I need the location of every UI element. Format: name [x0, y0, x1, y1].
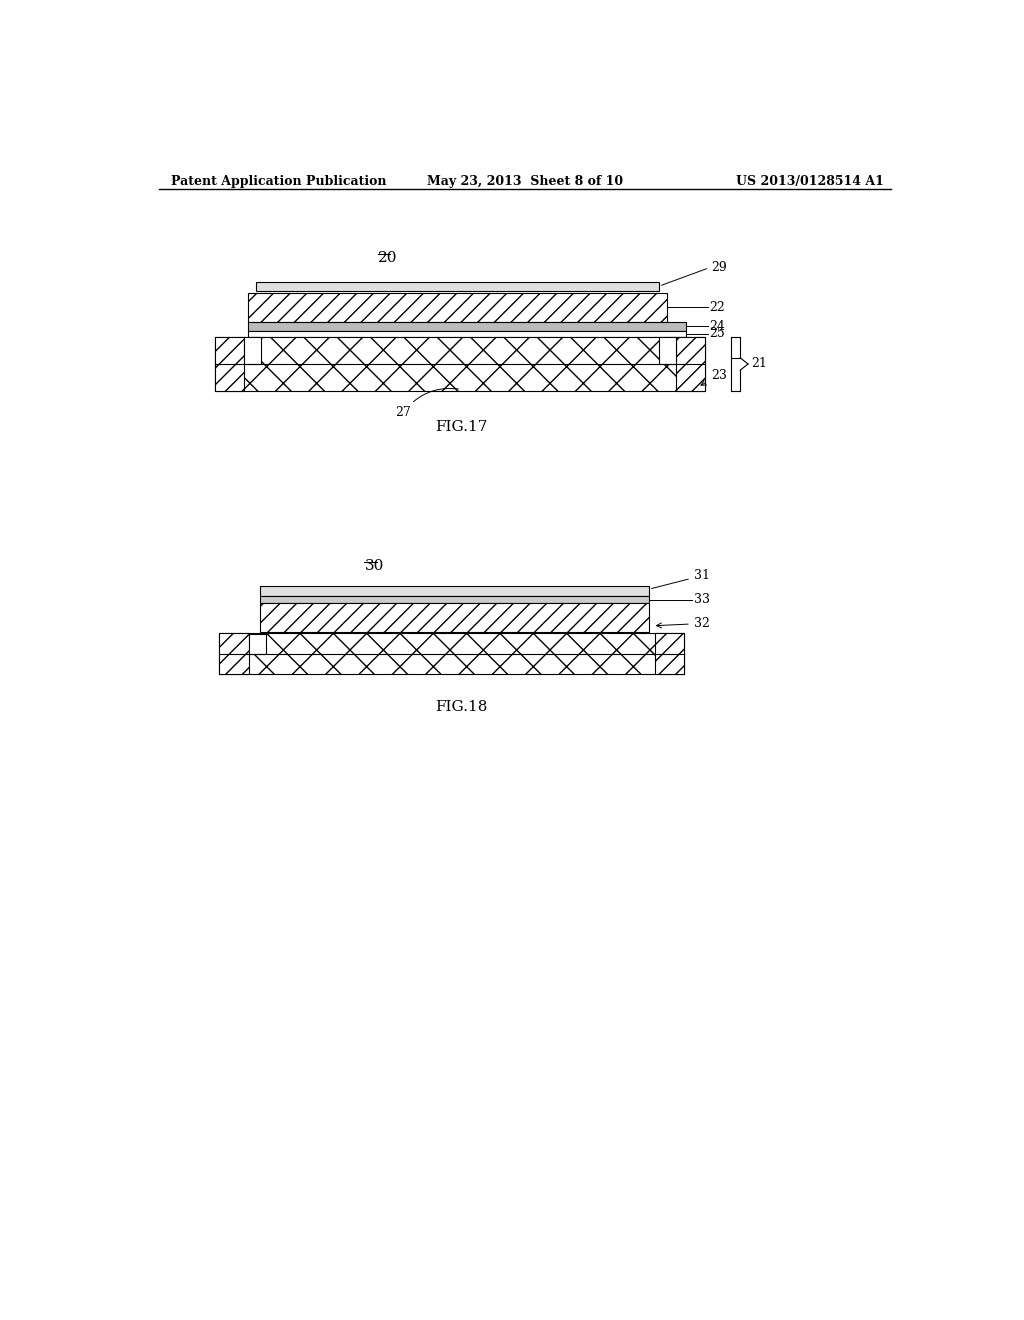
Text: 33: 33 — [693, 593, 710, 606]
Bar — [658, 337, 676, 364]
Bar — [245, 337, 261, 364]
Text: 27: 27 — [395, 388, 459, 420]
Bar — [655, 634, 684, 675]
Text: 20: 20 — [378, 251, 397, 265]
Text: 29: 29 — [711, 261, 727, 275]
Text: May 23, 2013  Sheet 8 of 10: May 23, 2013 Sheet 8 of 10 — [427, 176, 623, 189]
Text: 30: 30 — [365, 558, 384, 573]
Text: 31: 31 — [651, 569, 710, 589]
Bar — [260, 603, 649, 632]
Text: 22: 22 — [710, 301, 725, 314]
Bar — [248, 293, 667, 322]
Text: FIG.17: FIG.17 — [435, 420, 487, 434]
Bar — [215, 337, 245, 391]
Bar — [219, 634, 249, 675]
Bar — [249, 635, 266, 655]
Bar — [260, 586, 649, 595]
Text: FIG.18: FIG.18 — [435, 701, 487, 714]
Bar — [260, 595, 649, 603]
Bar — [248, 331, 686, 337]
Text: 21: 21 — [751, 358, 767, 371]
Bar — [248, 322, 686, 331]
Bar — [676, 337, 706, 391]
Bar — [256, 281, 658, 290]
Bar — [215, 337, 706, 391]
Text: 32: 32 — [656, 616, 710, 630]
Bar — [219, 634, 684, 675]
Text: 23: 23 — [701, 370, 727, 385]
Text: 25: 25 — [710, 327, 725, 341]
Text: 24: 24 — [710, 319, 725, 333]
Text: US 2013/0128514 A1: US 2013/0128514 A1 — [736, 176, 884, 189]
Text: Patent Application Publication: Patent Application Publication — [171, 176, 386, 189]
